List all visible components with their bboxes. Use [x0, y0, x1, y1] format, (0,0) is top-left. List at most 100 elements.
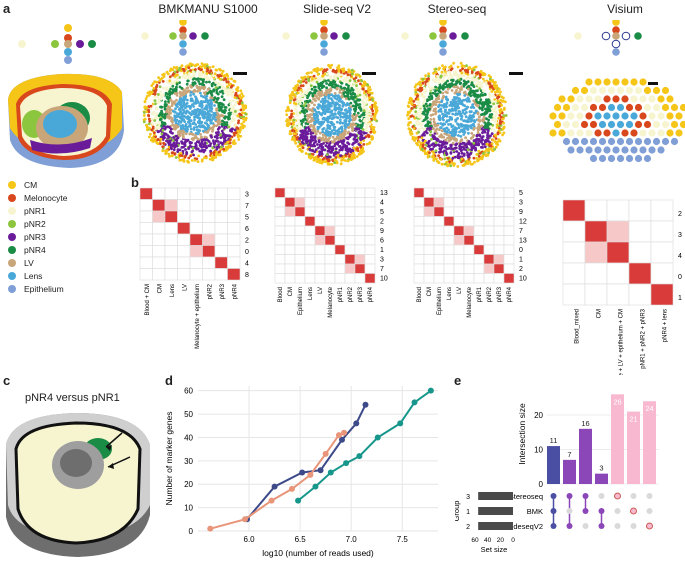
spot — [191, 133, 195, 136]
heatmap-cell — [189, 199, 203, 212]
spot — [426, 141, 430, 145]
heatmap-cell — [274, 225, 286, 236]
spot — [369, 113, 373, 116]
spot — [349, 132, 352, 136]
visium-spot — [616, 120, 625, 129]
spot — [422, 86, 426, 90]
spot — [178, 108, 181, 111]
spot — [445, 105, 448, 109]
spot — [171, 123, 174, 127]
heatmap-row-label: 9 — [519, 209, 523, 216]
spot — [498, 93, 502, 96]
spot — [312, 74, 316, 78]
spot — [305, 113, 309, 117]
spot — [169, 146, 173, 149]
spot — [285, 119, 288, 123]
spot — [188, 76, 192, 80]
heatmap-cell — [483, 206, 495, 217]
spot — [161, 135, 165, 138]
heatmap-cell — [493, 216, 505, 227]
spot — [351, 126, 354, 130]
spot — [314, 155, 318, 159]
spot — [424, 74, 427, 77]
spot — [366, 110, 369, 113]
spot — [445, 141, 449, 145]
spot — [356, 98, 360, 102]
spot — [326, 149, 330, 153]
spot — [193, 88, 196, 92]
heatmap-cell — [443, 244, 455, 255]
spot — [318, 103, 321, 107]
spot — [327, 158, 331, 161]
spot — [215, 134, 219, 137]
heatmap-row-label: 2 — [519, 266, 523, 273]
visium-spot — [652, 103, 661, 112]
spot — [454, 82, 458, 86]
heatmap-row-label: 4 — [380, 200, 384, 207]
spot — [491, 123, 495, 127]
spot — [362, 87, 365, 91]
spot — [459, 122, 463, 126]
spot — [459, 69, 462, 72]
spot — [347, 70, 350, 74]
heatmap-cell — [453, 197, 465, 208]
spot — [310, 149, 314, 152]
spot — [174, 126, 178, 130]
glyph-dot — [330, 32, 338, 40]
spot — [448, 66, 451, 69]
spot — [210, 90, 214, 93]
spot — [159, 142, 162, 146]
spot — [460, 71, 464, 75]
spot — [310, 87, 314, 91]
spot — [467, 155, 470, 159]
spot — [469, 94, 473, 98]
spot — [181, 124, 185, 127]
spot — [413, 139, 416, 142]
spot — [498, 113, 502, 117]
heatmap-row-label: 0 — [245, 249, 249, 256]
heatmap-cell — [463, 225, 475, 236]
spot — [185, 87, 189, 90]
spot — [440, 104, 443, 107]
spot — [336, 132, 339, 136]
spot — [290, 125, 294, 129]
spot — [165, 70, 169, 74]
spot — [477, 123, 481, 126]
spot — [334, 94, 338, 98]
spot — [420, 147, 424, 151]
spot — [206, 125, 210, 129]
spot — [478, 87, 482, 90]
spot — [417, 103, 421, 106]
heatmap-cell — [483, 244, 495, 255]
spot — [427, 74, 430, 78]
spot — [419, 110, 423, 114]
heatmap-cell — [413, 216, 425, 227]
heatmap-cell — [294, 225, 306, 236]
heatmap-cell — [483, 225, 495, 236]
spot — [446, 136, 450, 140]
legend-item-pnr2: pNR2 — [8, 219, 46, 229]
panel-label-d: d — [165, 373, 173, 388]
spot — [439, 85, 442, 88]
spot — [339, 162, 343, 166]
heatmap-cell — [413, 235, 425, 246]
spot — [326, 145, 330, 149]
heatmap-row-label: 12 — [519, 219, 527, 226]
spot — [486, 105, 490, 109]
spot — [422, 102, 425, 105]
spot — [237, 121, 240, 125]
spot — [424, 143, 428, 147]
visium-spot — [580, 120, 589, 129]
heatmap-cell — [433, 235, 445, 246]
spot — [160, 111, 163, 114]
spot — [355, 139, 359, 143]
visium-spot — [603, 78, 611, 86]
spot — [367, 91, 371, 95]
spot — [502, 96, 505, 100]
visium-spot — [594, 112, 602, 120]
visium-spot — [630, 146, 638, 154]
spot — [475, 157, 478, 160]
spot — [501, 127, 505, 130]
spot — [431, 86, 435, 90]
spot — [442, 66, 446, 70]
